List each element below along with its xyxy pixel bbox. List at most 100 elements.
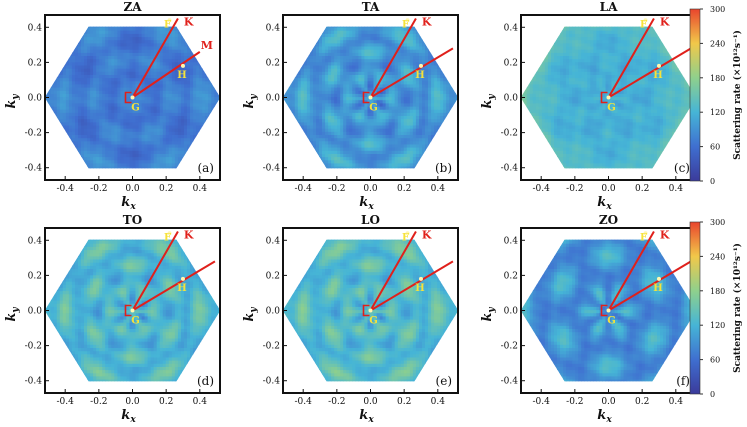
heat-cell [177,52,182,56]
heat-cell [307,21,311,25]
heat-cell [309,115,314,120]
heat-cell [285,68,290,72]
heat-cell [138,115,143,120]
heat-cell [96,93,100,98]
heat-cell [214,109,218,113]
heat-cell [193,61,197,66]
heat-cell [187,99,191,104]
heat-cell [346,96,350,101]
heat-cell [75,71,79,75]
heat-cell [56,105,61,110]
heat-cell [135,121,140,126]
heat-cell [187,175,191,179]
heat-cell [147,156,152,161]
heat-cell [214,143,218,148]
heat-cell [102,30,106,34]
heat-cell [108,102,112,107]
heat-cell [184,169,188,173]
heat-cell [65,26,70,31]
heat-cell [105,26,109,31]
heat-cell [78,147,82,151]
heat-cell [196,115,200,120]
heat-cell [352,143,356,148]
heat-cell [47,137,52,142]
heat-cell [300,131,305,135]
heat-cell [162,162,167,167]
heat-cell [59,128,64,132]
heat-cell [211,143,215,148]
heat-cell [147,143,152,148]
heat-cell [59,90,64,94]
heat-cell [99,162,103,167]
heat-cell [108,140,112,145]
heat-cell [355,26,359,28]
heat-cell [306,147,311,151]
heat-cell [138,124,143,129]
heat-cell [50,71,55,75]
heat-cell [75,55,79,60]
heat-cell [71,115,76,120]
heat-cell [322,99,326,104]
heat-cell [325,21,329,25]
heat-cell [208,61,212,66]
heat-cell [129,52,134,56]
point-h [180,63,185,68]
heat-cell [141,131,146,135]
heat-cell [328,99,332,104]
heat-cell [291,30,296,34]
heat-cell [133,18,137,22]
heat-cell [145,175,149,179]
heat-cell [322,147,326,151]
heat-cell [177,68,182,72]
heat-cell [374,175,378,179]
heat-cell [150,150,155,154]
heat-cell [150,83,155,88]
heat-cell [294,83,299,88]
heat-cell [93,42,97,47]
heat-cell [322,121,326,126]
heat-cell [90,18,94,22]
heat-cell [108,172,112,176]
heat-cell [84,71,88,75]
heat-cell [126,21,130,25]
heat-cell [343,137,347,142]
heat-cell [102,156,106,161]
heat-cell [93,93,97,98]
heat-cell [132,68,137,72]
heat-cell [187,45,191,50]
heat-cell [50,49,55,53]
heat-cell [300,26,305,31]
heat-cell [62,105,67,110]
heat-cell [343,131,347,135]
heat-cell [328,128,332,132]
heat-cell [319,74,323,79]
heat-cell [358,26,362,28]
heat-cell [53,96,58,101]
heat-cell [364,112,368,116]
heat-cell [138,147,143,151]
heat-cell [337,172,341,176]
heat-cell [349,143,353,148]
heat-cell [93,21,97,25]
heat-cell [303,147,308,151]
heat-cell [373,128,378,132]
heat-cell [340,42,344,47]
heat-cell [316,93,320,98]
heat-cell [297,30,302,34]
heat-cell [300,134,305,139]
heat-cell [352,18,356,22]
heat-cell [211,26,215,31]
heat-cell [153,93,158,98]
heat-cell [117,83,121,88]
heat-cell [147,128,152,132]
heat-cell [211,61,215,66]
heat-cell [129,131,134,135]
heat-cell [322,143,326,148]
heat-cell [370,147,375,151]
heat-cell [211,87,215,91]
heat-cell [132,26,137,31]
heat-cell [120,137,124,142]
heat-cell [177,143,182,148]
heat-cell [214,140,218,145]
heat-cell [105,128,109,132]
